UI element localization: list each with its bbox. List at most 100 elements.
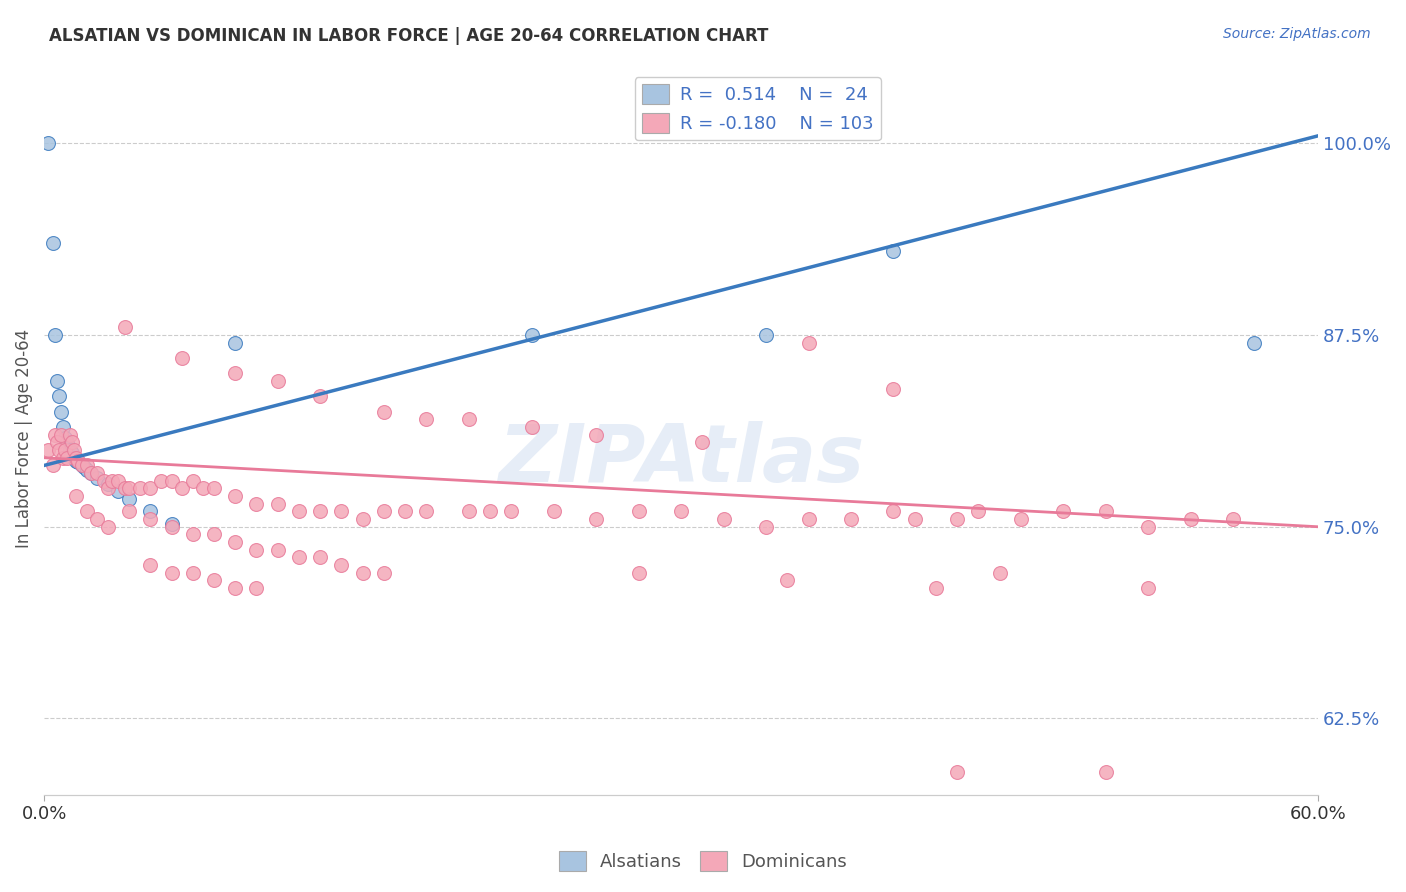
Point: [988, 566, 1011, 580]
Point: [160, 566, 183, 580]
Point: [627, 504, 650, 518]
Point: [56, 435, 79, 450]
Point: [97, 476, 120, 491]
Point: [118, 482, 141, 496]
Point: [181, 566, 204, 580]
Text: Source: ZipAtlas.com: Source: ZipAtlas.com: [1223, 27, 1371, 41]
Point: [882, 382, 904, 396]
Point: [97, 482, 120, 496]
Point: [457, 412, 479, 426]
Point: [80, 466, 103, 480]
Point: [160, 520, 183, 534]
Point: [118, 492, 141, 507]
Point: [1052, 504, 1074, 518]
Point: [48, 443, 70, 458]
Point: [755, 520, 778, 534]
Point: [52, 420, 75, 434]
Point: [56, 450, 79, 465]
Point: [149, 474, 172, 488]
Text: ZIPAtlas: ZIPAtlas: [498, 421, 865, 499]
Point: [373, 405, 395, 419]
Point: [479, 504, 502, 518]
Point: [1180, 512, 1202, 526]
Point: [76, 463, 98, 477]
Point: [139, 558, 162, 573]
Point: [352, 566, 374, 580]
Point: [904, 512, 927, 526]
Point: [53, 431, 76, 445]
Point: [266, 374, 288, 388]
Point: [48, 389, 70, 403]
Point: [776, 574, 799, 588]
Point: [627, 566, 650, 580]
Point: [139, 512, 162, 526]
Point: [65, 454, 87, 468]
Point: [67, 454, 90, 468]
Point: [288, 550, 311, 565]
Point: [224, 581, 246, 595]
Point: [245, 497, 267, 511]
Point: [65, 450, 87, 465]
Y-axis label: In Labor Force | Age 20-64: In Labor Force | Age 20-64: [15, 329, 32, 549]
Point: [107, 474, 129, 488]
Point: [172, 351, 194, 365]
Point: [44, 427, 66, 442]
Point: [86, 466, 108, 480]
Point: [669, 504, 692, 518]
Point: [97, 520, 120, 534]
Point: [330, 504, 353, 518]
Point: [86, 471, 108, 485]
Point: [522, 328, 544, 343]
Point: [41, 458, 63, 473]
Point: [882, 504, 904, 518]
Point: [501, 504, 523, 518]
Point: [53, 443, 76, 458]
Point: [692, 435, 714, 450]
Point: [41, 236, 63, 251]
Point: [181, 474, 204, 488]
Point: [76, 504, 98, 518]
Point: [797, 335, 820, 350]
Point: [309, 550, 332, 565]
Point: [63, 450, 86, 465]
Point: [65, 489, 87, 503]
Point: [245, 581, 267, 595]
Point: [352, 512, 374, 526]
Point: [1222, 512, 1244, 526]
Point: [58, 443, 80, 458]
Point: [63, 443, 86, 458]
Point: [309, 504, 332, 518]
Point: [309, 389, 332, 403]
Point: [107, 484, 129, 499]
Point: [543, 504, 565, 518]
Point: [193, 482, 215, 496]
Point: [224, 367, 246, 381]
Point: [288, 504, 311, 518]
Point: [1094, 765, 1116, 780]
Point: [224, 489, 246, 503]
Point: [415, 412, 437, 426]
Point: [373, 504, 395, 518]
Point: [58, 427, 80, 442]
Point: [101, 474, 124, 488]
Point: [224, 335, 246, 350]
Text: ALSATIAN VS DOMINICAN IN LABOR FORCE | AGE 20-64 CORRELATION CHART: ALSATIAN VS DOMINICAN IN LABOR FORCE | A…: [49, 27, 769, 45]
Point: [93, 474, 115, 488]
Point: [139, 504, 162, 518]
Legend: R =  0.514    N =  24, R = -0.180    N = 103: R = 0.514 N = 24, R = -0.180 N = 103: [634, 77, 880, 140]
Point: [76, 458, 98, 473]
Point: [72, 458, 94, 473]
Point: [457, 504, 479, 518]
Point: [60, 446, 83, 460]
Point: [45, 435, 67, 450]
Point: [755, 328, 778, 343]
Point: [266, 497, 288, 511]
Point: [202, 527, 225, 541]
Point: [67, 455, 90, 469]
Point: [114, 320, 136, 334]
Point: [139, 482, 162, 496]
Point: [245, 542, 267, 557]
Point: [86, 512, 108, 526]
Point: [946, 512, 969, 526]
Point: [522, 420, 544, 434]
